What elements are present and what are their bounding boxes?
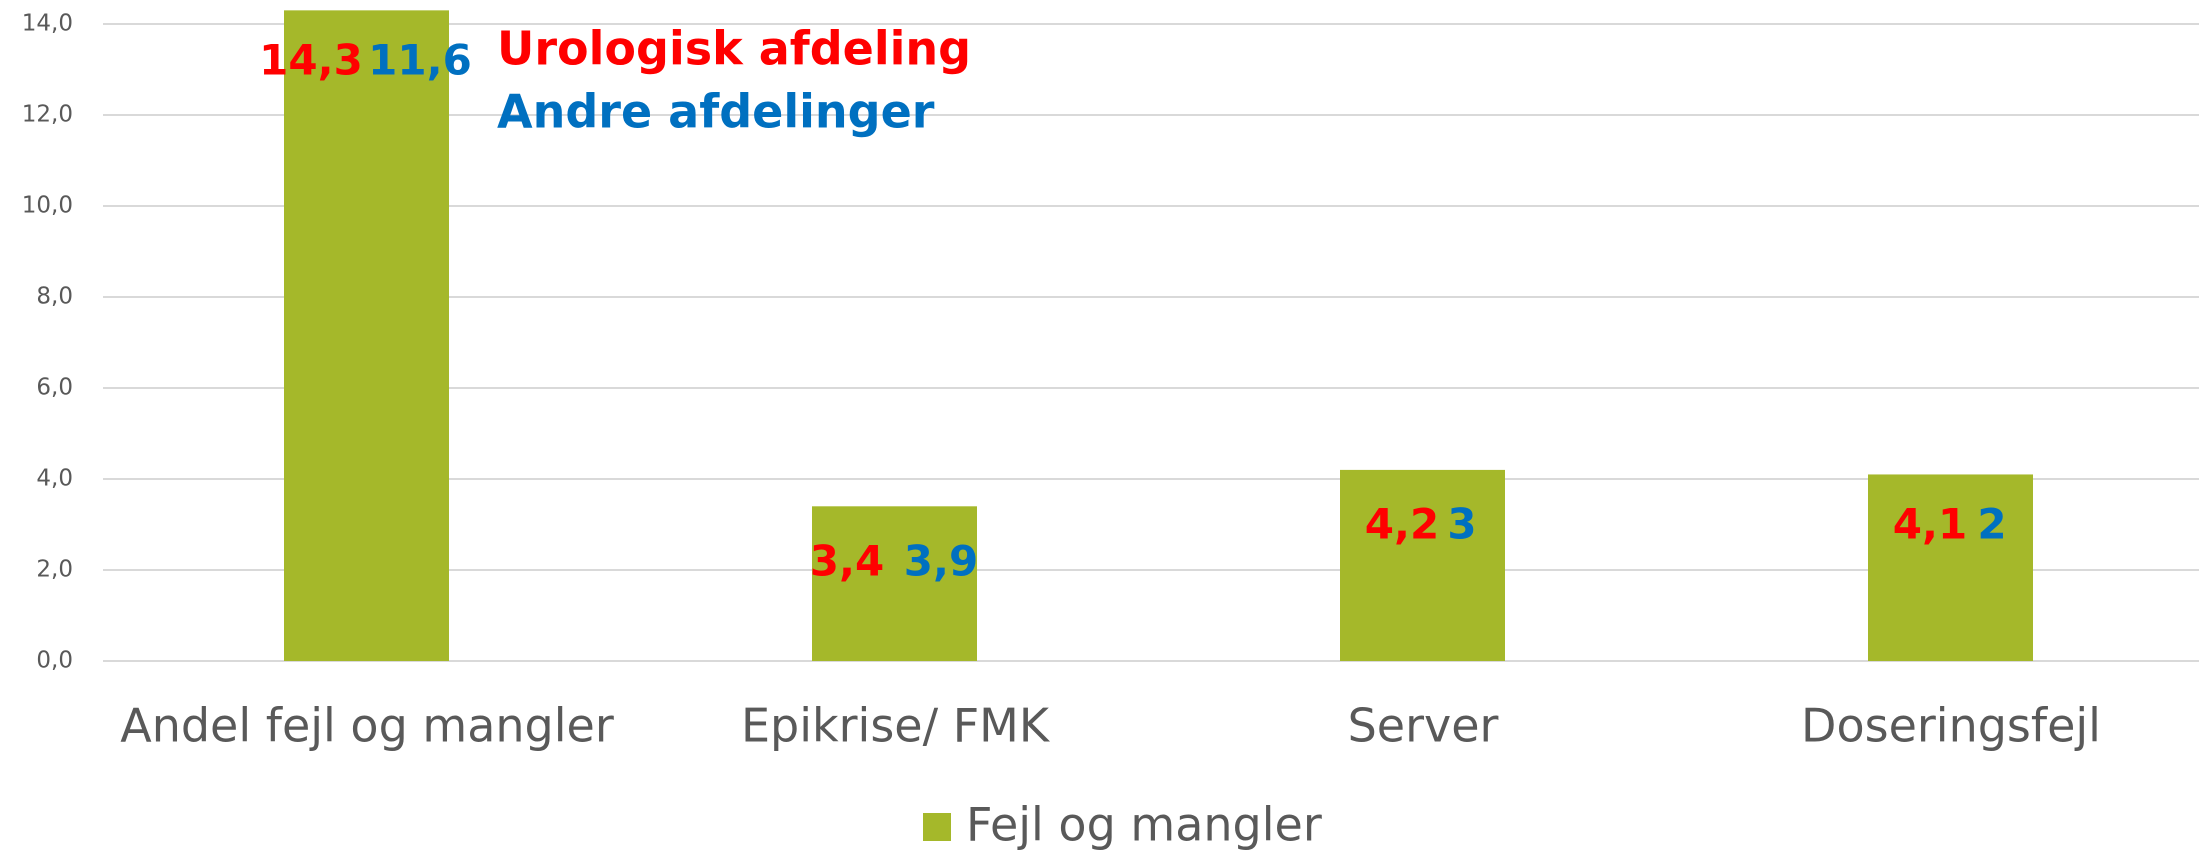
y-tick-label: 12,0 — [22, 102, 73, 128]
y-tick-label: 4,0 — [36, 466, 73, 492]
y-tick-label: 6,0 — [36, 375, 73, 401]
data-label: 3 — [1447, 500, 1476, 549]
data-label: 14,3 — [259, 36, 363, 85]
y-tick-label: 0,0 — [36, 648, 73, 674]
legend-swatch — [923, 813, 951, 841]
data-label: 11,6 — [368, 36, 472, 85]
x-tick-label: Doseringsfejl — [1801, 699, 2101, 753]
y-tick-label: 10,0 — [22, 193, 73, 219]
bar — [284, 10, 449, 662]
bar — [812, 506, 977, 661]
legend-label: Fejl og mangler — [966, 798, 1322, 852]
bar — [1868, 474, 2033, 661]
x-tick-label: Andel fejl og mangler — [120, 699, 614, 753]
data-label: 2 — [1977, 500, 2006, 549]
data-label: 3,9 — [904, 537, 978, 586]
data-label: 4,1 — [1893, 500, 1967, 549]
annotation: Andre afdelinger — [497, 85, 935, 139]
bar — [1340, 469, 1505, 661]
data-label: 3,4 — [810, 537, 884, 586]
y-tick-label: 14,0 — [22, 11, 73, 37]
x-tick-label: Server — [1348, 699, 1499, 753]
x-tick-label: Epikrise/ FMK — [741, 699, 1051, 753]
y-tick-label: 8,0 — [36, 284, 73, 310]
y-tick-label: 2,0 — [36, 557, 73, 583]
data-label: 4,2 — [1365, 500, 1439, 549]
annotation: Urologisk afdeling — [497, 22, 971, 76]
